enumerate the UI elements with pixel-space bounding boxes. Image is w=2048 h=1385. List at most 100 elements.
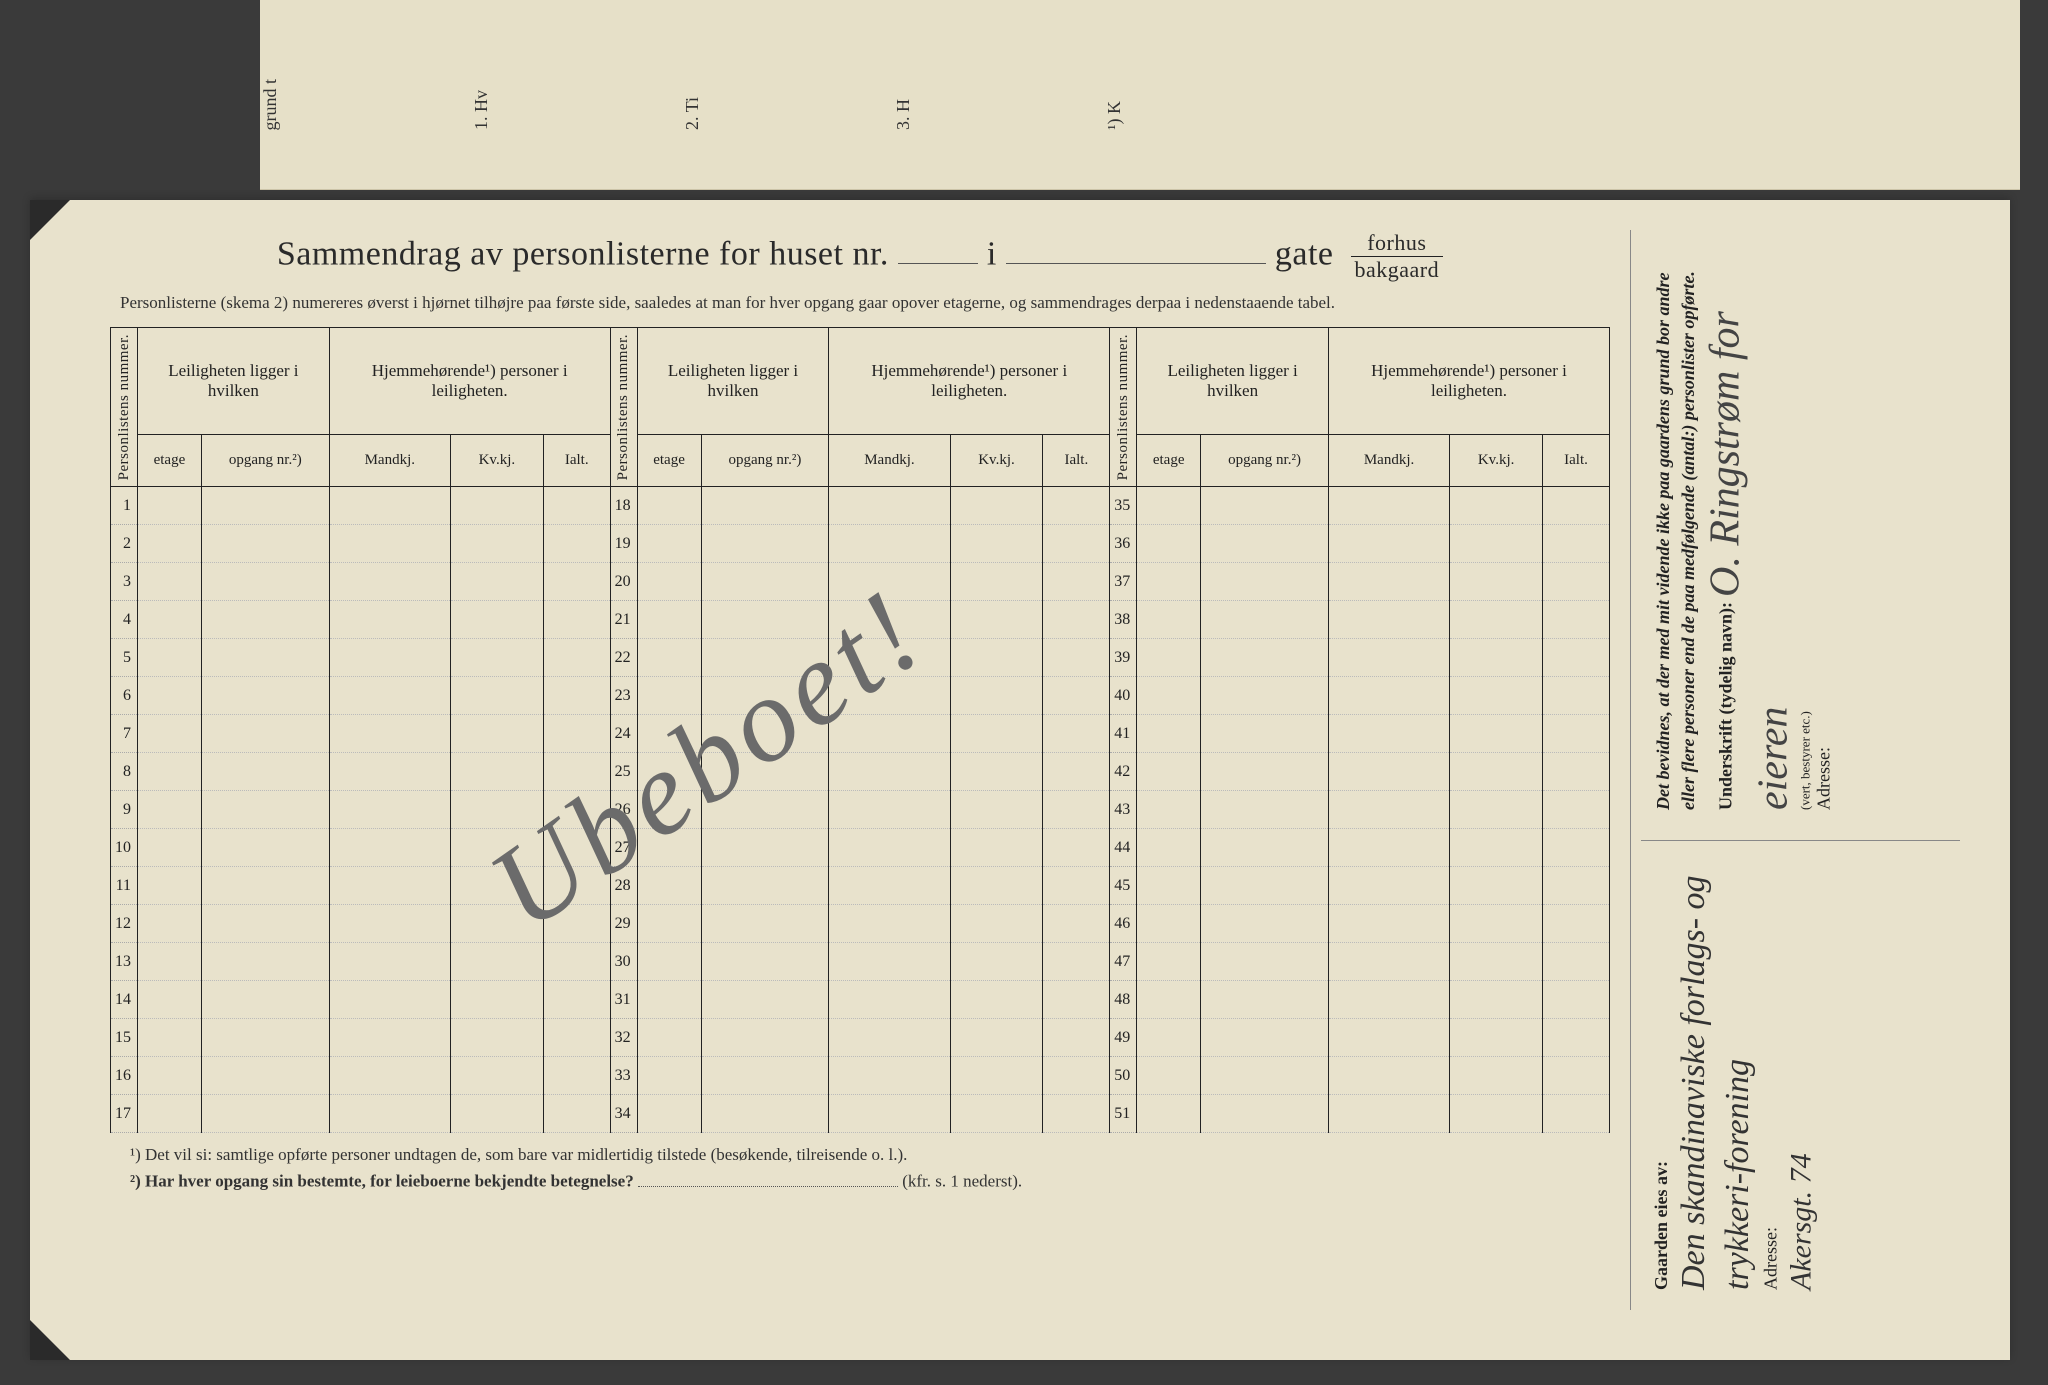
empty-cell: [1543, 1095, 1610, 1133]
empty-cell: [201, 905, 329, 943]
sub-opgang: opgang nr.²): [701, 435, 829, 487]
empty-cell: [329, 601, 450, 639]
empty-cell: [138, 905, 202, 943]
empty-cell: [1543, 715, 1610, 753]
col-leilighet-3: Leiligheten ligger i hvilken: [1137, 328, 1329, 435]
sub-opgang: opgang nr.²): [1201, 435, 1329, 487]
row-number: 51: [1110, 1095, 1137, 1133]
empty-cell: [950, 867, 1043, 905]
empty-cell: [1328, 639, 1449, 677]
row-number: 43: [1110, 791, 1137, 829]
empty-cell: [1137, 867, 1201, 905]
empty-cell: [138, 677, 202, 715]
empty-cell: [701, 905, 829, 943]
empty-cell: [1201, 981, 1329, 1019]
empty-cell: [138, 867, 202, 905]
empty-cell: [1043, 867, 1110, 905]
empty-cell: [450, 601, 543, 639]
empty-cell: [543, 563, 610, 601]
row-number: 40: [1110, 677, 1137, 715]
empty-cell: [1201, 525, 1329, 563]
table-row: 133047: [111, 943, 1610, 981]
empty-cell: [1137, 601, 1201, 639]
empty-cell: [701, 715, 829, 753]
empty-cell: [1450, 867, 1543, 905]
empty-cell: [543, 867, 610, 905]
empty-cell: [1043, 753, 1110, 791]
empty-cell: [543, 715, 610, 753]
empty-cell: [138, 753, 202, 791]
corner-fold: [30, 200, 70, 240]
empty-cell: [450, 981, 543, 1019]
empty-cell: [637, 601, 701, 639]
gaarden-label: Gaarden eies av:: [1651, 864, 1672, 1290]
empty-cell: [950, 715, 1043, 753]
sub-ialt: Ialt.: [1543, 435, 1610, 487]
empty-cell: [637, 943, 701, 981]
empty-cell: [329, 487, 450, 525]
empty-cell: [829, 1019, 950, 1057]
attestation-text: Det bevidnes, at der med mit vidende ikk…: [1651, 258, 1701, 810]
empty-cell: [1043, 1095, 1110, 1133]
sub-kvkj: Kv.kj.: [950, 435, 1043, 487]
empty-cell: [1543, 829, 1610, 867]
footnote-2: ²) Har hver opgang sin bestemte, for lei…: [130, 1171, 1610, 1191]
empty-cell: [329, 791, 450, 829]
empty-cell: [950, 525, 1043, 563]
sub-etage: etage: [1137, 435, 1201, 487]
empty-cell: [637, 867, 701, 905]
empty-cell: [329, 677, 450, 715]
row-number: 6: [111, 677, 138, 715]
empty-cell: [138, 791, 202, 829]
table-row: 102744: [111, 829, 1610, 867]
empty-cell: [543, 791, 610, 829]
row-number: 35: [1110, 487, 1137, 525]
row-number: 22: [610, 639, 637, 677]
empty-cell: [201, 943, 329, 981]
table-row: 143148: [111, 981, 1610, 1019]
empty-cell: [829, 639, 950, 677]
empty-cell: [1450, 1019, 1543, 1057]
owner-address-handwriting: Akersgt. 74: [1781, 850, 1820, 1290]
empty-cell: [1201, 753, 1329, 791]
sub-ialt: Ialt.: [1043, 435, 1110, 487]
role-note: (vert, bestyrer etc.): [1797, 270, 1813, 810]
table-row: 62340: [111, 677, 1610, 715]
owner-handwriting: Den skandinaviske forlags- og trykkeri-f…: [1672, 850, 1760, 1290]
row-number: 28: [610, 867, 637, 905]
row-number: 20: [610, 563, 637, 601]
summary-table: Personlistens nummer. Leiligheten ligger…: [110, 327, 1610, 1133]
empty-cell: [1543, 943, 1610, 981]
empty-cell: [543, 677, 610, 715]
main-content: Sammendrag av personlisterne for huset n…: [110, 230, 1610, 1198]
empty-cell: [201, 677, 329, 715]
empty-cell: [450, 1057, 543, 1095]
empty-cell: [329, 829, 450, 867]
empty-cell: [329, 867, 450, 905]
street-blank: [1006, 230, 1266, 264]
empty-cell: [829, 677, 950, 715]
adresse-label-2: Adresse: Akersgt. 74: [1760, 850, 1820, 1290]
fn2-blank: [638, 1171, 898, 1186]
row-number: 21: [610, 601, 637, 639]
empty-cell: [829, 905, 950, 943]
table-row: 52239: [111, 639, 1610, 677]
empty-cell: [1043, 791, 1110, 829]
empty-cell: [1043, 981, 1110, 1019]
empty-cell: [1201, 1095, 1329, 1133]
row-number: 11: [111, 867, 138, 905]
empty-cell: [1450, 1095, 1543, 1133]
empty-cell: [543, 829, 610, 867]
empty-cell: [950, 791, 1043, 829]
empty-cell: [450, 1019, 543, 1057]
row-number: 16: [111, 1057, 138, 1095]
empty-cell: [1450, 1057, 1543, 1095]
empty-cell: [1328, 563, 1449, 601]
empty-cell: [950, 943, 1043, 981]
empty-cell: [1201, 905, 1329, 943]
empty-cell: [637, 525, 701, 563]
empty-cell: [637, 1057, 701, 1095]
empty-cell: [701, 1057, 829, 1095]
underskrift-label-text: Underskrift (tydelig navn):: [1715, 602, 1735, 810]
empty-cell: [450, 791, 543, 829]
